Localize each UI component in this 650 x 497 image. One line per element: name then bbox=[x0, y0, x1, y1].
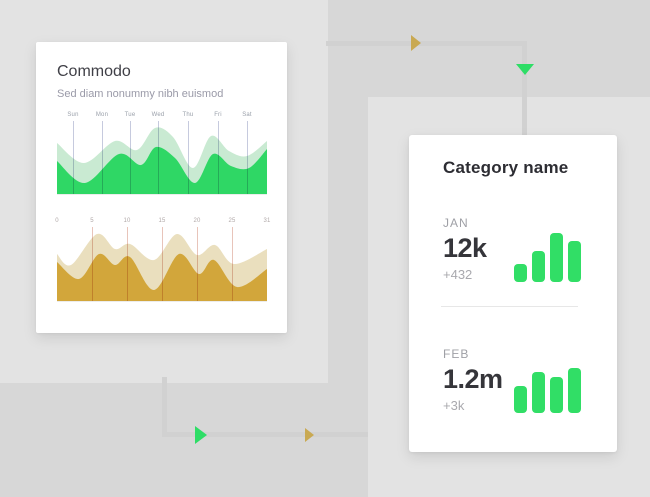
bar bbox=[568, 241, 581, 282]
gridline bbox=[92, 227, 93, 301]
stat-period-label: FEB bbox=[443, 347, 470, 361]
axis-tick-label: Wed bbox=[151, 112, 165, 118]
gridline bbox=[218, 121, 219, 194]
gridline bbox=[102, 121, 103, 194]
connector-bottom-horizontal bbox=[162, 432, 368, 437]
monthly-area-chart: 0 5 10 15 20 25 31 bbox=[55, 218, 271, 302]
mini-bar-chart bbox=[514, 368, 581, 413]
axis-tick-label: Thu bbox=[182, 112, 194, 118]
bar bbox=[568, 368, 581, 413]
gridline bbox=[197, 227, 198, 301]
green-arrow-down-icon bbox=[516, 64, 534, 75]
axis-tick-label: Mon bbox=[95, 112, 109, 118]
stat-value: 12k bbox=[443, 233, 487, 263]
bar bbox=[532, 372, 545, 413]
axis-tick-label: 5 bbox=[90, 218, 94, 224]
bar bbox=[550, 377, 563, 413]
chart-card: Commodo Sed diam nonummy nibh euismod Su… bbox=[36, 42, 287, 333]
axis-tick-label: Tue bbox=[124, 112, 136, 118]
stat-delta: +432 bbox=[443, 267, 473, 282]
axis-tick-label: 15 bbox=[158, 218, 166, 224]
gold-arrow-right-icon bbox=[305, 428, 314, 442]
gridline bbox=[188, 121, 189, 194]
gridline bbox=[158, 121, 159, 194]
axis-tick-label: Sun bbox=[67, 112, 79, 118]
gold-arrow-right-icon bbox=[411, 35, 421, 51]
axis-tick-label: 20 bbox=[193, 218, 201, 224]
bar bbox=[514, 264, 527, 282]
bar bbox=[550, 233, 563, 282]
bar bbox=[532, 251, 545, 282]
gridline bbox=[232, 227, 233, 301]
axis-tick-label: 31 bbox=[263, 218, 271, 224]
axis-tick-label: 0 bbox=[55, 218, 59, 224]
card-title: Commodo bbox=[57, 63, 131, 80]
connector-top-vertical bbox=[522, 41, 527, 135]
mini-bar-chart bbox=[514, 233, 581, 282]
axis-tick-label: Sat bbox=[242, 112, 252, 118]
gridline bbox=[130, 121, 131, 194]
stat-block-feb: FEB 1.2m +3k bbox=[443, 347, 581, 413]
gridline bbox=[127, 227, 128, 301]
axis-tick-label: 10 bbox=[123, 218, 131, 224]
axis-tick-label: 25 bbox=[228, 218, 236, 224]
axis-tick-label: Fri bbox=[214, 112, 222, 118]
category-card: Category name JAN 12k +432 FEB 1.2m +3k bbox=[409, 135, 617, 452]
gridline bbox=[73, 121, 74, 194]
section-divider bbox=[441, 306, 578, 307]
stat-value: 1.2m bbox=[443, 364, 503, 394]
stat-info: JAN 12k +432 bbox=[443, 216, 487, 282]
bar bbox=[514, 386, 527, 413]
stat-period-label: JAN bbox=[443, 216, 469, 230]
stat-info: FEB 1.2m +3k bbox=[443, 347, 503, 413]
connector-bottom-vertical bbox=[162, 377, 167, 437]
green-arrow-right-icon bbox=[195, 426, 207, 444]
stat-delta: +3k bbox=[443, 398, 465, 413]
gridline bbox=[247, 121, 248, 194]
connector-top-horizontal bbox=[326, 41, 527, 46]
card-subtitle: Sed diam nonummy nibh euismod bbox=[57, 88, 224, 100]
stat-block-jan: JAN 12k +432 bbox=[443, 216, 581, 282]
category-title: Category name bbox=[443, 158, 569, 177]
weekly-area-chart: Sun Mon Tue Wed Thu Fri Sat bbox=[57, 112, 267, 195]
gridline bbox=[162, 227, 163, 301]
